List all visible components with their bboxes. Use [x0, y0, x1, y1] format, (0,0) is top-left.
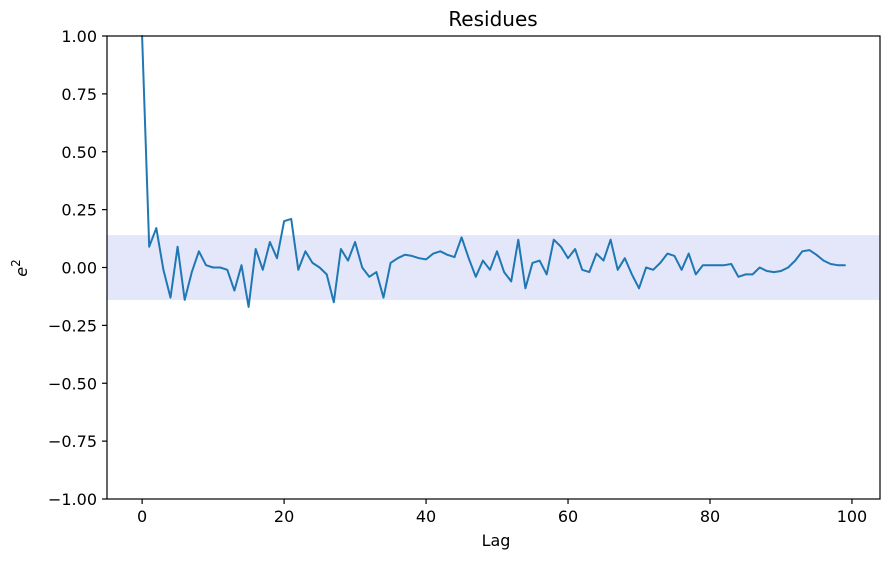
y-tick-label: −0.25 [48, 316, 97, 335]
y-axis-label-base: e [12, 267, 31, 277]
y-tick-label: −0.75 [48, 432, 97, 451]
x-tick-label: 0 [137, 507, 147, 526]
y-tick-label: −1.00 [48, 490, 97, 509]
chart-geometry: 0 20 40 60 80 100 1.00 0.75 0.50 0.25 0.00 −0.25 −0.… [48, 27, 881, 526]
y-axis-label-superscript: 2 [9, 259, 23, 267]
x-tick-label: 80 [700, 507, 720, 526]
chart-title: Residues [448, 7, 537, 31]
y-axis-label: e2 [9, 259, 31, 276]
y-tick-label: 0.25 [61, 201, 97, 220]
y-tick-label: 0.50 [61, 143, 97, 162]
x-axis-label: Lag [482, 531, 511, 550]
y-tick-label: 0.00 [61, 259, 97, 278]
x-tick-label: 40 [416, 507, 436, 526]
y-tick-label: −0.50 [48, 374, 97, 393]
x-tick-label: 20 [274, 507, 294, 526]
x-tick-label: 60 [558, 507, 578, 526]
y-tick-label: 0.75 [61, 85, 97, 104]
residues-line [141, 35, 846, 308]
x-tick-label: 100 [837, 507, 868, 526]
y-tick-label: 1.00 [61, 27, 97, 46]
